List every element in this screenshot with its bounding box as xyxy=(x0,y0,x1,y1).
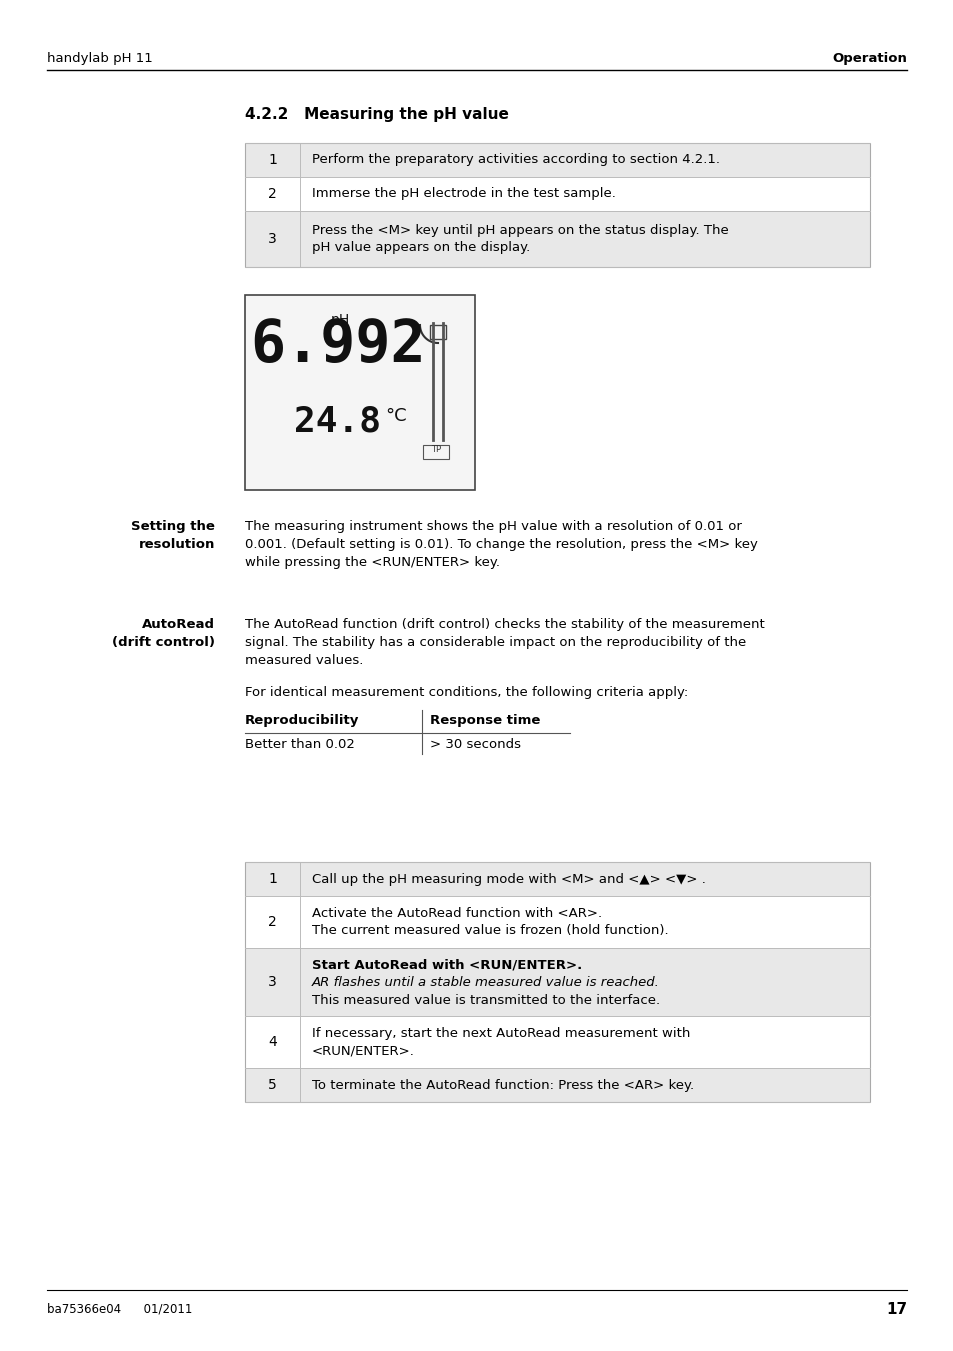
Bar xyxy=(422,444,449,459)
Text: Better than 0.02: Better than 0.02 xyxy=(245,738,355,751)
Text: Operation: Operation xyxy=(831,51,906,65)
Bar xyxy=(245,177,869,211)
Bar xyxy=(245,948,869,1016)
Text: 17: 17 xyxy=(885,1302,906,1317)
Text: Response time: Response time xyxy=(430,713,539,727)
Text: If necessary, start the next AutoRead measurement with
<RUN/ENTER>.: If necessary, start the next AutoRead me… xyxy=(312,1027,690,1058)
Text: The measuring instrument shows the pH value with a resolution of 0.01 or
0.001. : The measuring instrument shows the pH va… xyxy=(245,520,757,569)
Text: Call up the pH measuring mode with <M> and <▲> <▼> .: Call up the pH measuring mode with <M> a… xyxy=(312,873,705,885)
Text: 3: 3 xyxy=(268,232,276,246)
Text: To terminate the AutoRead function: Press the <AR> key.: To terminate the AutoRead function: Pres… xyxy=(312,1078,694,1092)
Text: This measured value is transmitted to the interface.: This measured value is transmitted to th… xyxy=(312,994,659,1006)
Bar xyxy=(245,862,869,896)
Bar xyxy=(245,143,869,177)
Text: Setting the
resolution: Setting the resolution xyxy=(131,520,214,551)
Bar xyxy=(430,326,446,339)
Bar xyxy=(245,862,869,1102)
Text: Reproducibility: Reproducibility xyxy=(245,713,359,727)
Bar xyxy=(245,1069,869,1102)
Bar xyxy=(245,295,475,490)
Text: The AutoRead function (drift control) checks the stability of the measurement
si: The AutoRead function (drift control) ch… xyxy=(245,617,764,667)
Text: Immerse the pH electrode in the test sample.: Immerse the pH electrode in the test sam… xyxy=(312,188,616,200)
Text: 4.2.2   Measuring the pH value: 4.2.2 Measuring the pH value xyxy=(245,107,508,122)
Text: 3: 3 xyxy=(268,975,276,989)
Bar xyxy=(245,896,869,948)
Text: Press the <M> key until pH appears on the status display. The
pH value appears o: Press the <M> key until pH appears on th… xyxy=(312,224,728,254)
Text: Start AutoRead with <RUN/ENTER>.: Start AutoRead with <RUN/ENTER>. xyxy=(312,958,581,971)
Text: 4: 4 xyxy=(268,1035,276,1048)
Text: 24.8: 24.8 xyxy=(294,405,381,439)
Text: AR flashes until a stable measured value is reached.: AR flashes until a stable measured value… xyxy=(312,975,659,989)
Text: AutoRead
(drift control): AutoRead (drift control) xyxy=(112,617,214,648)
Bar xyxy=(245,143,869,267)
Text: handylab pH 11: handylab pH 11 xyxy=(47,51,152,65)
Text: Activate the AutoRead function with <AR>.
The current measured value is frozen (: Activate the AutoRead function with <AR>… xyxy=(312,907,668,938)
Text: 1: 1 xyxy=(268,153,276,168)
Text: 1: 1 xyxy=(268,871,276,886)
Text: 2: 2 xyxy=(268,186,276,201)
Text: 5: 5 xyxy=(268,1078,276,1092)
Text: pH: pH xyxy=(330,313,349,327)
Text: > 30 seconds: > 30 seconds xyxy=(430,738,520,751)
Text: ba75366e04      01/2011: ba75366e04 01/2011 xyxy=(47,1302,193,1315)
Text: TP: TP xyxy=(431,444,440,454)
Text: 2: 2 xyxy=(268,915,276,929)
Text: For identical measurement conditions, the following criteria apply:: For identical measurement conditions, th… xyxy=(245,686,687,698)
Bar xyxy=(245,1016,869,1069)
Text: °C: °C xyxy=(385,407,406,426)
Text: Perform the preparatory activities according to section 4.2.1.: Perform the preparatory activities accor… xyxy=(312,154,720,166)
Bar xyxy=(245,211,869,267)
Text: 6.992: 6.992 xyxy=(250,317,425,374)
